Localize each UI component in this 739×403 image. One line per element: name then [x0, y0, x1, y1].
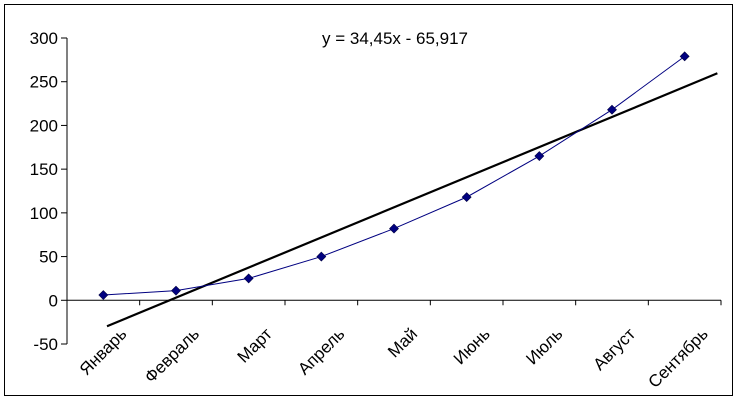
- x-category-label: Январь: [76, 324, 131, 379]
- y-tick-label: -50: [33, 335, 58, 354]
- y-tick-label: 200: [30, 116, 58, 135]
- x-category-label: Март: [234, 324, 276, 366]
- y-tick-label: 250: [30, 73, 58, 92]
- data-point-marker: [243, 273, 254, 284]
- series: [98, 51, 690, 300]
- data-point-marker: [607, 104, 617, 115]
- chart-frame: -50 0 50 100 150 200 250 300 Январь Февраль Март Ап…: [4, 4, 733, 396]
- data-point-marker: [389, 223, 399, 234]
- y-tick-label: 100: [30, 204, 58, 223]
- x-category-label: Май: [384, 324, 421, 361]
- trendline-equation-label: y = 34,45x - 65,917: [322, 29, 468, 48]
- x-category-label: Сентябрь: [645, 324, 712, 391]
- data-point-marker: [316, 251, 327, 262]
- x-category-label: Апрель: [294, 324, 348, 378]
- y-tick-label: 50: [39, 248, 58, 267]
- data-point-marker: [679, 51, 690, 62]
- series-line: [103, 55, 685, 296]
- y-tick-label: 300: [30, 29, 58, 48]
- x-category-label: Июль: [522, 324, 566, 368]
- x-category-label: Август: [590, 324, 640, 374]
- line-chart: -50 0 50 100 150 200 250 300 Январь Февраль Март Ап…: [30, 29, 722, 392]
- data-point-marker: [461, 192, 472, 203]
- y-tick-label: 150: [30, 160, 58, 179]
- labels: -50 0 50 100 150 200 250 300 Январь Февраль Март Ап…: [30, 29, 712, 392]
- axes: [61, 37, 722, 345]
- data-point-marker: [534, 151, 545, 161]
- trendline-line: [106, 72, 718, 328]
- data-point-marker: [171, 285, 181, 296]
- trendline: [106, 72, 718, 328]
- y-tick-label: 0: [49, 291, 58, 310]
- x-category-label: Июнь: [450, 324, 494, 368]
- data-point-marker: [98, 290, 109, 300]
- x-category-label: Февраль: [141, 324, 203, 386]
